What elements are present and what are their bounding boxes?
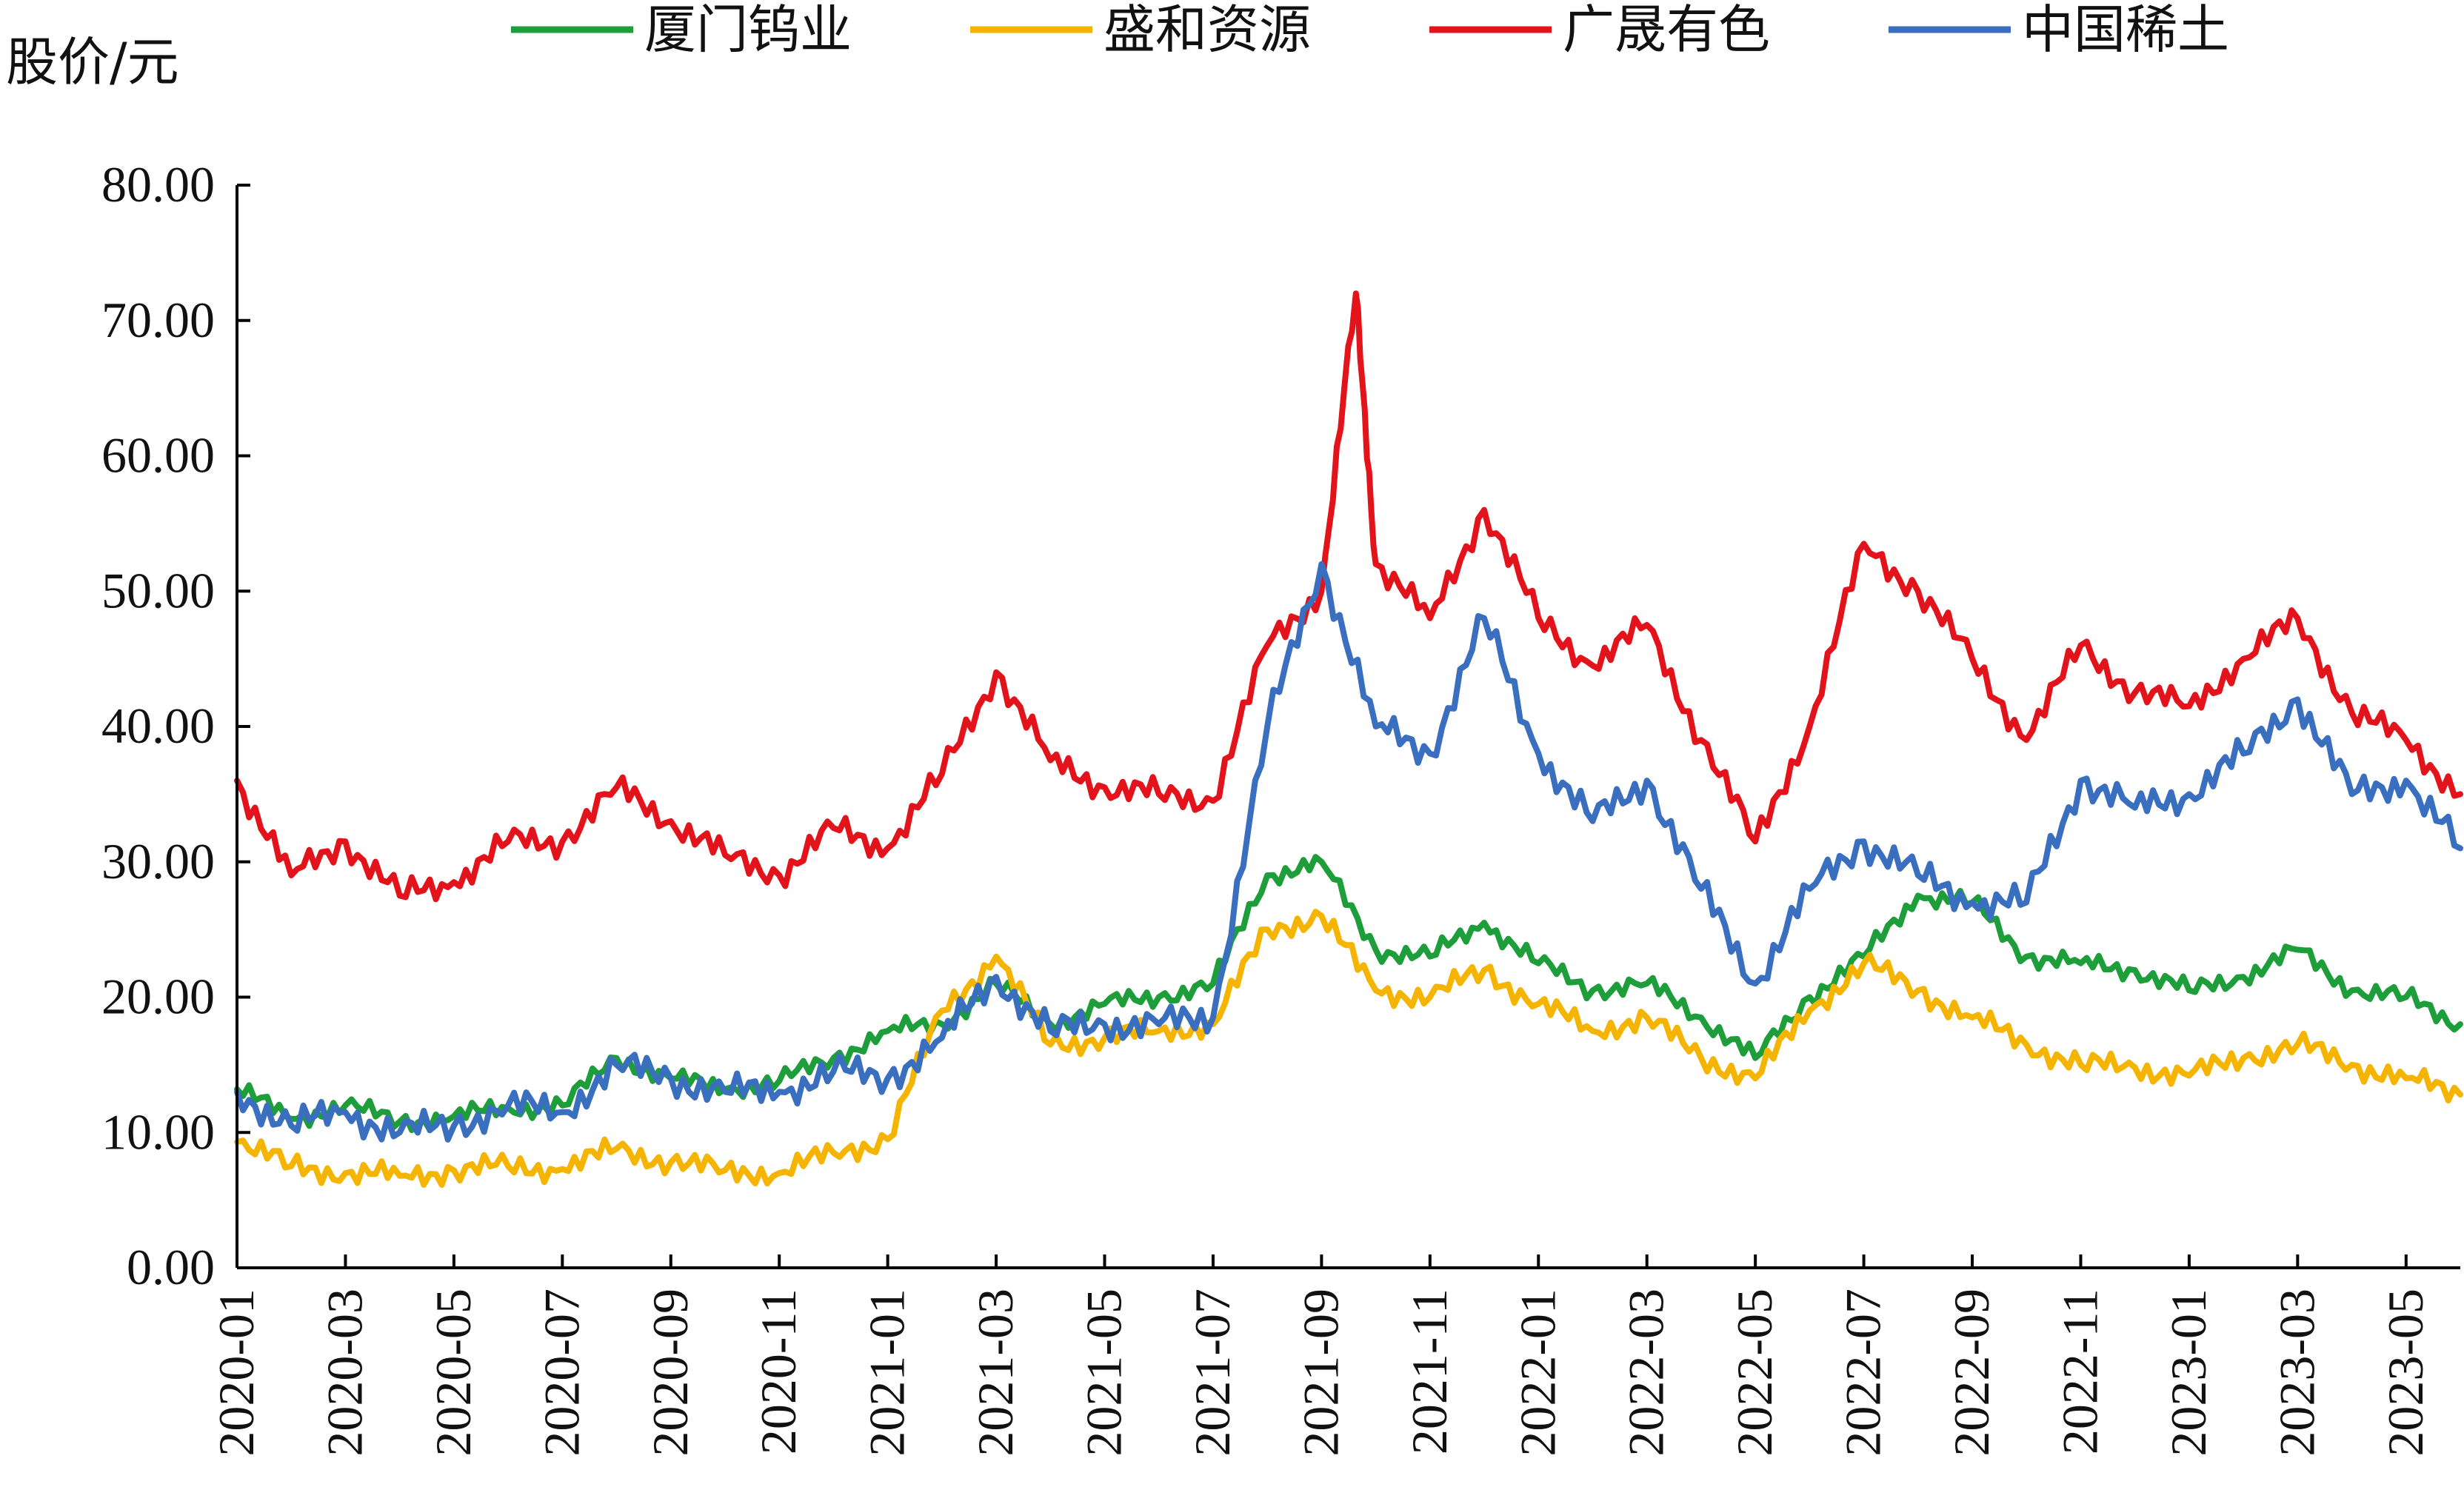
x-tick-label: 2022-01 <box>1509 1289 1566 1457</box>
y-tick-label: 10.00 <box>101 1103 215 1160</box>
x-tick-label: 2022-07 <box>1835 1289 1892 1457</box>
x-tick-label: 2021-09 <box>1292 1289 1349 1457</box>
x-tick-label: 2021-01 <box>859 1289 915 1457</box>
x-tick-label: 2020-05 <box>425 1289 481 1457</box>
x-tick-label: 2020-03 <box>316 1289 373 1457</box>
x-tick-label: 2022-05 <box>1726 1289 1783 1457</box>
x-tick-label: 2023-01 <box>2160 1289 2217 1457</box>
y-tick-label: 40.00 <box>101 698 215 754</box>
legend-label-3: 中国稀土 <box>2022 0 2229 60</box>
series-line-2 <box>234 290 2463 903</box>
y-tick-label: 80.00 <box>101 156 215 213</box>
x-tick-label: 2020-01 <box>208 1289 264 1457</box>
x-tick-label: 2021-05 <box>1076 1289 1132 1457</box>
x-tick-label: 2021-03 <box>967 1289 1024 1457</box>
legend-label-0: 厦门钨业 <box>644 0 852 60</box>
y-tick-label: 0.00 <box>127 1239 215 1295</box>
y-tick-label: 60.00 <box>101 427 215 484</box>
x-tick-label: 2023-05 <box>2377 1289 2434 1457</box>
series-line-3 <box>234 561 2463 1143</box>
series-line-0 <box>234 854 2463 1134</box>
x-tick-label: 2022-03 <box>1618 1289 1675 1457</box>
x-tick-label: 2022-11 <box>2051 1289 2108 1454</box>
series-layer <box>234 290 2463 1188</box>
series-line-1 <box>234 909 2463 1188</box>
x-tick-label: 2020-07 <box>533 1289 590 1457</box>
y-tick-label: 50.00 <box>101 562 215 618</box>
x-tick-label: 2020-09 <box>642 1289 698 1457</box>
legend-label-1: 盛和资源 <box>1104 0 1311 60</box>
x-tick-label: 2022-09 <box>1943 1289 2000 1457</box>
legend-label-2: 广晟有色 <box>1563 0 1770 60</box>
x-tick-label: 2023-03 <box>2268 1289 2325 1457</box>
y-axis-unit-label: 股价/元 <box>6 32 179 93</box>
y-tick-label: 30.00 <box>101 833 215 889</box>
y-tick-label: 20.00 <box>101 969 215 1025</box>
x-tick-label: 2021-07 <box>1184 1289 1241 1457</box>
legend: 厦门钨业 盛和资源 广晟有色 中国稀土 <box>511 0 2229 60</box>
y-tick-label: 70.00 <box>101 292 215 348</box>
axes: 0.00 10.00 20.00 30.00 40.00 50.00 60.00 70.00 8… <box>101 156 2460 1457</box>
x-tick-label: 2020-11 <box>750 1289 807 1454</box>
x-tick-label: 2021-11 <box>1401 1289 1458 1454</box>
